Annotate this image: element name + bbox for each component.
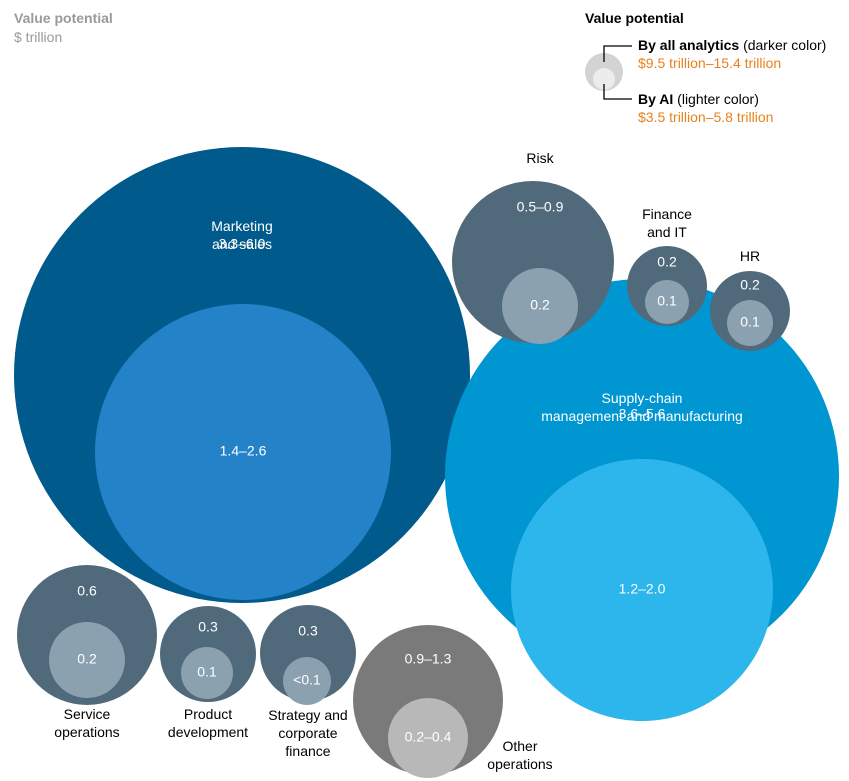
label-risk-name-line: Risk — [526, 150, 554, 166]
bubble-risk-ai — [502, 268, 578, 344]
label-supply-chain-management-and-manufacturing-name: Supply-chain management and manufacturing — [541, 390, 743, 424]
bubble-other-operations-ai — [388, 698, 468, 778]
label-strategy-and-corporate-finance-ai: <0.1 — [293, 672, 321, 688]
bubble-hr-ai — [727, 300, 773, 346]
label-product-development-name: Product development — [168, 706, 248, 740]
label-strategy-and-corporate-finance-name-line: Strategy and — [268, 707, 347, 723]
label-strategy-and-corporate-finance-name-line: corporate — [278, 725, 337, 741]
label-supply-chain-management-and-manufacturing-name-line: management and manufacturing — [541, 408, 743, 424]
legend-ai-name: By AI — [638, 91, 674, 107]
chart-unit: $ trillion — [14, 29, 63, 45]
label-finance-and-it-name-line: Finance — [642, 206, 692, 222]
label-other-operations-ai: 0.2–0.4 — [405, 729, 452, 745]
label-marketing-and-sales-name-line: Marketing — [211, 218, 272, 234]
label-product-development-analytics: 0.3 — [198, 619, 218, 635]
label-supply-chain-management-and-manufacturing-ai: 1.2–2.0 — [619, 581, 666, 597]
label-other-operations-analytics: 0.9–1.3 — [405, 651, 452, 667]
label-strategy-and-corporate-finance-name: Strategy and corporate finance — [268, 707, 347, 759]
bubble-strategy-and-corporate-finance-ai — [283, 657, 331, 705]
legend-analytics-label: By all analytics (darker color) — [638, 37, 826, 53]
legend-ai-value: $3.5 trillion–5.8 trillion — [638, 109, 774, 125]
label-service-operations-name-line: operations — [54, 724, 119, 740]
label-strategy-and-corporate-finance-name-line: finance — [285, 743, 330, 759]
legend-analytics-connector — [603, 45, 632, 62]
label-service-operations-name-line: Service — [64, 706, 111, 722]
bubble-product-development-ai — [181, 647, 233, 699]
legend-ai-note: (lighter color) — [677, 91, 759, 107]
label-other-operations-name-line: operations — [487, 756, 552, 772]
bubble-finance-and-it-ai — [645, 280, 689, 324]
legend-ai-label: By AI (lighter color) — [638, 91, 759, 107]
label-marketing-and-sales-name: Marketing and sales — [211, 218, 272, 252]
legend-ai-swatch — [593, 68, 615, 90]
label-risk-ai: 0.2 — [530, 297, 550, 313]
label-product-development-name-line: development — [168, 724, 248, 740]
chart-title: Value potential — [14, 10, 113, 26]
bubble-marketing-and-sales-ai — [95, 304, 391, 600]
label-marketing-and-sales-ai: 1.4–2.6 — [220, 443, 267, 459]
label-service-operations-name: Service operations — [54, 706, 119, 740]
label-finance-and-it-name: Finance and IT — [642, 206, 692, 240]
bubble-service-operations-ai — [49, 622, 125, 698]
legend-analytics-name: By all analytics — [638, 37, 740, 53]
label-supply-chain-management-and-manufacturing-analytics: 3.6–5.6 — [619, 406, 666, 422]
legend-analytics-note: (darker color) — [743, 37, 827, 53]
label-hr-name: HR — [740, 248, 760, 264]
label-product-development-ai: 0.1 — [197, 664, 217, 680]
label-strategy-and-corporate-finance-analytics: 0.3 — [298, 623, 318, 639]
label-marketing-and-sales-analytics: 3.3–6.0 — [219, 236, 266, 252]
legend-ai-connector — [603, 84, 632, 100]
label-hr-analytics: 0.2 — [740, 277, 760, 293]
label-product-development-name-line: Product — [184, 706, 232, 722]
label-finance-and-it-name-line: and IT — [647, 224, 687, 240]
legend-analytics-value: $9.5 trillion–15.4 trillion — [638, 55, 782, 71]
label-other-operations-name-line: Other — [502, 738, 537, 754]
label-marketing-and-sales-name-line: and sales — [212, 236, 272, 252]
label-risk-analytics: 0.5–0.9 — [517, 199, 564, 215]
label-service-operations-analytics: 0.6 — [77, 583, 97, 599]
bubble-supply-chain-management-and-manufacturing-ai — [511, 459, 773, 721]
label-other-operations-name: Other operations — [487, 738, 552, 772]
label-hr-name-line: HR — [740, 248, 760, 264]
label-finance-and-it-ai: 0.1 — [657, 293, 677, 309]
legend-title: Value potential — [585, 10, 684, 26]
label-service-operations-ai: 0.2 — [77, 651, 97, 667]
label-risk-name: Risk — [526, 150, 554, 166]
label-finance-and-it-analytics: 0.2 — [657, 254, 677, 270]
label-supply-chain-management-and-manufacturing-name-line: Supply-chain — [602, 390, 683, 406]
label-hr-ai: 0.1 — [740, 314, 760, 330]
